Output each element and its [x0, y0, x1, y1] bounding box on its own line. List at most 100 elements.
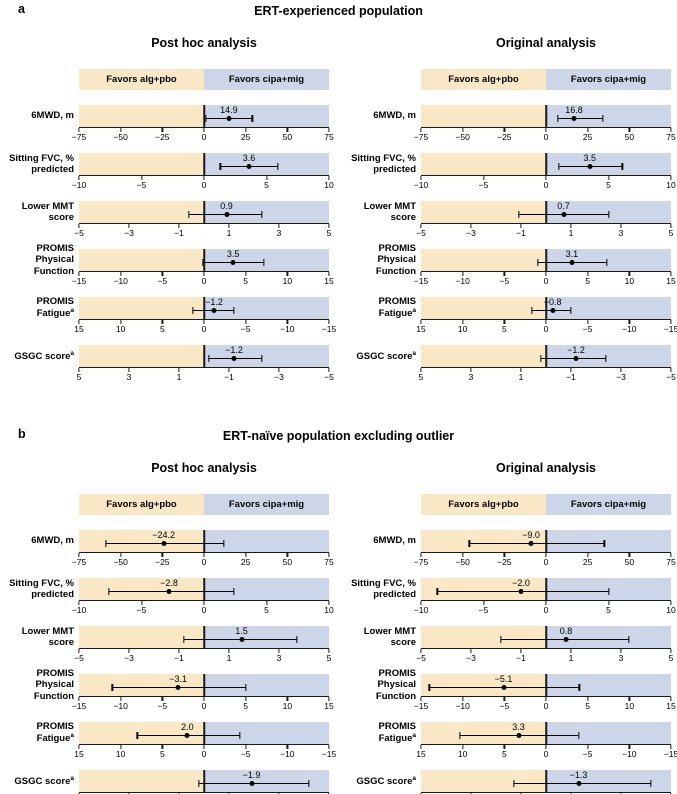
axis-tick-label: 5	[606, 604, 611, 615]
ci-cap-right	[578, 684, 580, 691]
plot-area: 0.7 −5 −3 −1 1 3 5	[416, 201, 673, 238]
plot-area: 3.3 15 10 5 0 −5 −10 −15	[416, 722, 677, 759]
zero-line	[545, 153, 547, 175]
estimate-dot	[587, 164, 593, 169]
axis-tick	[670, 128, 672, 132]
ci-line	[557, 118, 603, 120]
ci-cap-right	[263, 259, 265, 266]
axis-tick	[328, 649, 330, 653]
plot-strip: 14.9	[79, 105, 329, 128]
ci-cap-right	[295, 636, 298, 643]
favors-right-region	[546, 530, 671, 552]
axis-tick-label: −1	[174, 227, 184, 238]
plot-area: −2.8 −10 −5 0 5 10	[72, 578, 334, 615]
favors-left-region	[79, 626, 204, 648]
axis-tick-label: −15	[321, 323, 337, 334]
axis-tick	[420, 176, 422, 180]
row-label: 6MWD, m	[338, 530, 421, 552]
row-label: Lower MMT score	[0, 201, 79, 223]
axis-tick-label: −3	[124, 652, 134, 663]
axis-tick	[570, 224, 572, 228]
forest-row: Sitting FVC, % predicted 3.5 −10 −5 0 5 10	[338, 153, 677, 190]
axis-tick-label: 3	[276, 652, 282, 663]
row-label: Lower MMT score	[0, 626, 79, 648]
axis-tick	[545, 553, 547, 557]
axis-tick-label: −10	[280, 748, 295, 759]
favors-left-region	[421, 105, 546, 127]
favors-right-label: Favors cipa+mig	[204, 69, 329, 90]
axis-tick-label: 0	[201, 700, 207, 711]
axis-tick	[462, 272, 464, 276]
favors-left-region	[421, 345, 546, 367]
axis-tick	[286, 320, 288, 324]
axis-tick	[328, 128, 330, 132]
axis-tick-label: −15	[413, 700, 429, 711]
axis-tick	[462, 320, 464, 324]
axis-tick-label: 0	[543, 604, 549, 615]
axis-tick	[670, 224, 672, 228]
zero-line	[203, 153, 205, 175]
favors-right-region	[204, 153, 329, 175]
axis-tick	[482, 176, 485, 180]
plot-strip: 3.5	[421, 153, 671, 176]
estimate-dot	[184, 733, 190, 738]
plot-area: 3.5 −10 −5 0 5 10	[414, 153, 676, 190]
axis-tick	[78, 128, 80, 132]
row-label-text: GSGC scorea	[14, 349, 74, 362]
axis-tick	[286, 697, 288, 701]
axis-tick	[228, 224, 230, 228]
x-axis: 15 10 5 0 −5 −10 −15	[74, 320, 336, 334]
estimate-dot	[528, 541, 534, 546]
forest-row: PROMIS Fatiguea −1.2 15 10 5 0 −5 −10 −15	[0, 296, 338, 334]
x-axis: −15 −10 −5 0 5 10 15	[72, 697, 334, 711]
analysis-columns: Post hoc analysis Favors alg+pbo Favors ci…	[0, 444, 677, 794]
plot-strip: −1.2	[79, 345, 329, 368]
axis-tick	[503, 272, 505, 276]
ci-cap-right	[606, 259, 608, 266]
ci-cap-left	[436, 588, 438, 595]
axis-tick	[420, 320, 422, 324]
estimate-dot	[230, 260, 236, 265]
row-label-text: PROMIS Physical Function	[375, 243, 416, 277]
plot-area: −9.0 −75 −50 −25 0 25 50 75	[414, 530, 676, 567]
axis-tick-label: −5	[324, 371, 334, 382]
axis-tick-label: −10	[455, 275, 470, 286]
axis-tick-label: 0	[201, 748, 207, 759]
row-label: Sitting FVC, % predicted	[338, 153, 421, 175]
axis-tick-label: 3	[468, 371, 474, 382]
zero-line	[545, 201, 547, 223]
axis-tick-label: 5	[326, 227, 332, 238]
favors-left-region	[421, 249, 546, 271]
row-label: PROMIS Fatiguea	[338, 721, 421, 744]
estimate-dot	[561, 212, 566, 217]
plot-area: 0.8 −5 −3 −1 1 3 5	[416, 626, 673, 663]
axis-tick	[503, 745, 505, 749]
axis-tick	[462, 697, 464, 701]
axis-tick	[570, 368, 572, 372]
axis-tick-label: 5	[606, 179, 611, 190]
x-axis: −75 −50 −25 0 25 50 75	[414, 128, 676, 142]
axis-tick-label: −1	[516, 227, 526, 238]
axis-tick	[286, 128, 288, 132]
estimate-value-label: 2.0	[181, 722, 194, 732]
favors-right-label: Favors cipa+mig	[546, 494, 671, 515]
axis-tick-label: −75	[413, 131, 429, 142]
estimate-value-label: −1.3	[569, 770, 588, 780]
plot-strip: −1.2	[421, 345, 671, 368]
axis-tick-label: 75	[666, 556, 676, 567]
favors-band: Favors alg+pbo Favors cipa+mig	[421, 69, 671, 90]
axis-tick-label: −10	[455, 700, 470, 711]
panel-letter: a	[18, 2, 25, 16]
ci-cap-right	[260, 355, 263, 362]
zero-line	[545, 297, 547, 319]
axis-tick	[128, 368, 130, 372]
axis-tick	[545, 320, 547, 324]
axis-tick-label: 5	[585, 700, 591, 711]
axis-tick-label: 50	[624, 131, 635, 142]
axis-tick	[670, 745, 672, 749]
x-axis: −75 −50 −25 0 25 50 75	[72, 553, 334, 567]
row-label-text: PROMIS Physical Function	[33, 243, 74, 277]
favors-left-region	[421, 722, 546, 744]
ci-cap-right	[245, 684, 247, 691]
axis-tick	[628, 320, 630, 324]
